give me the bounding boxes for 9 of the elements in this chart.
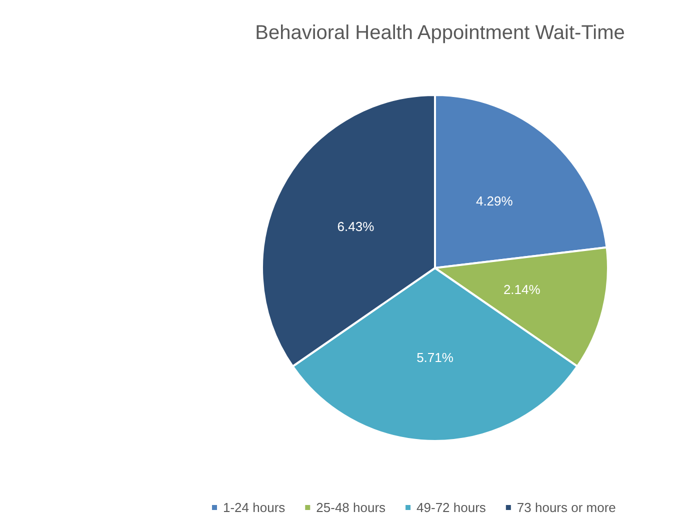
data-label: 2.14% (503, 282, 541, 298)
chart-title: Behavioral Health Appointment Wait-Time (255, 22, 625, 44)
data-label: 6.43% (337, 218, 375, 234)
legend-label: 25-48 hours (316, 500, 386, 515)
data-label: 4.29% (476, 194, 514, 209)
data-label: 5.71% (416, 350, 454, 365)
legend-label: 73 hours or more (516, 500, 616, 515)
legend-label: 49-72 hours (416, 500, 486, 515)
legend-label: 1-24 hours (223, 500, 286, 515)
